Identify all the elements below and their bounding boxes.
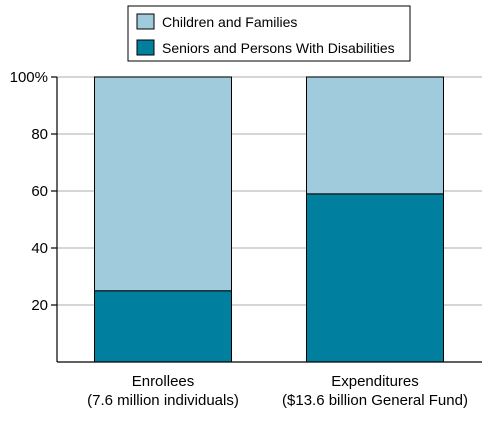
- legend-label-seniors: Seniors and Persons With Disabilities: [162, 40, 395, 56]
- y-tick-label-80: 80: [31, 126, 48, 143]
- bar-segment-expenditures-seniors: [306, 193, 444, 363]
- bar-segment-expenditures-children: [306, 76, 444, 195]
- legend-box: [127, 5, 411, 62]
- legend-swatch-seniors: [136, 39, 155, 56]
- x-category-label-expenditures-line1: Expenditures: [331, 373, 419, 390]
- legend-label-children: Children and Families: [162, 14, 297, 30]
- legend: Children and Families Seniors and Persons…: [127, 5, 411, 62]
- axes: 20 40 60 80 100% Enrollees (7.6 million indivi…: [10, 69, 482, 409]
- y-tick-label-100: 100%: [10, 69, 48, 86]
- x-category-label-enrollees-line1: Enrollees: [132, 373, 195, 390]
- legend-swatch-children: [136, 13, 155, 30]
- bar-segment-enrollees-seniors: [94, 290, 232, 363]
- x-category-label-enrollees-line2: (7.6 million individuals): [87, 392, 239, 409]
- bars: [94, 76, 444, 363]
- bar-segment-enrollees-children: [94, 76, 232, 292]
- y-tick-label-20: 20: [31, 297, 48, 314]
- y-tick-label-40: 40: [31, 240, 48, 257]
- y-tick-label-60: 60: [31, 183, 48, 200]
- x-category-label-expenditures-line2: ($13.6 billion General Fund): [282, 392, 468, 409]
